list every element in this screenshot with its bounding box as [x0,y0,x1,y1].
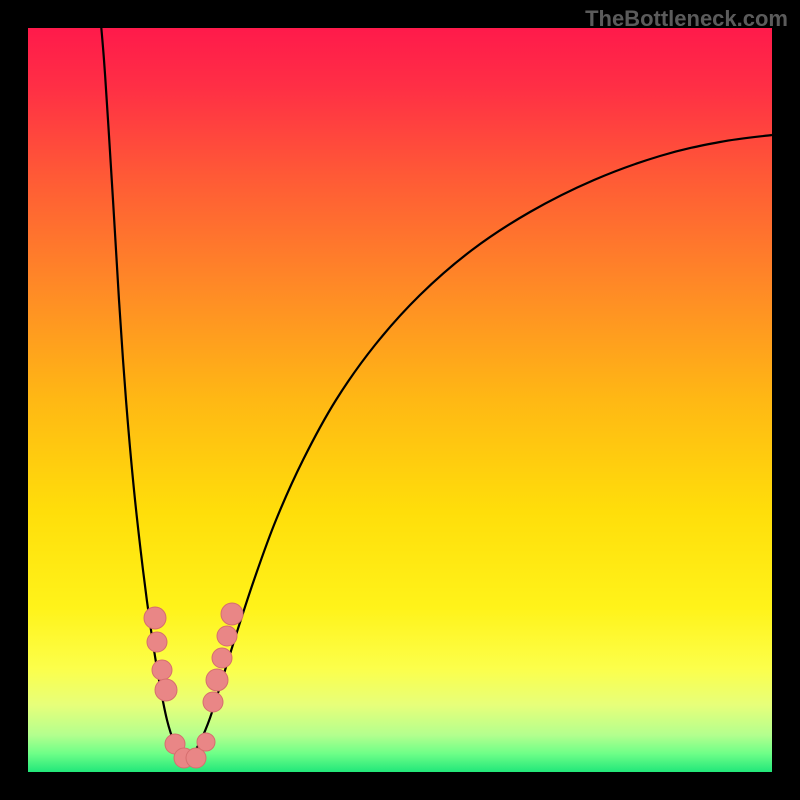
data-marker [217,626,237,646]
chart-background [28,28,772,772]
data-marker [206,669,228,691]
data-marker [152,660,172,680]
data-marker [144,607,166,629]
data-marker [197,733,215,751]
bottleneck-chart [0,0,800,800]
chart-container: { "chart": { "type": "bottleneck-curve",… [0,0,800,800]
data-marker [155,679,177,701]
watermark-text: TheBottleneck.com [585,6,788,32]
data-marker [221,603,243,625]
data-marker [212,648,232,668]
data-marker [147,632,167,652]
data-marker [203,692,223,712]
